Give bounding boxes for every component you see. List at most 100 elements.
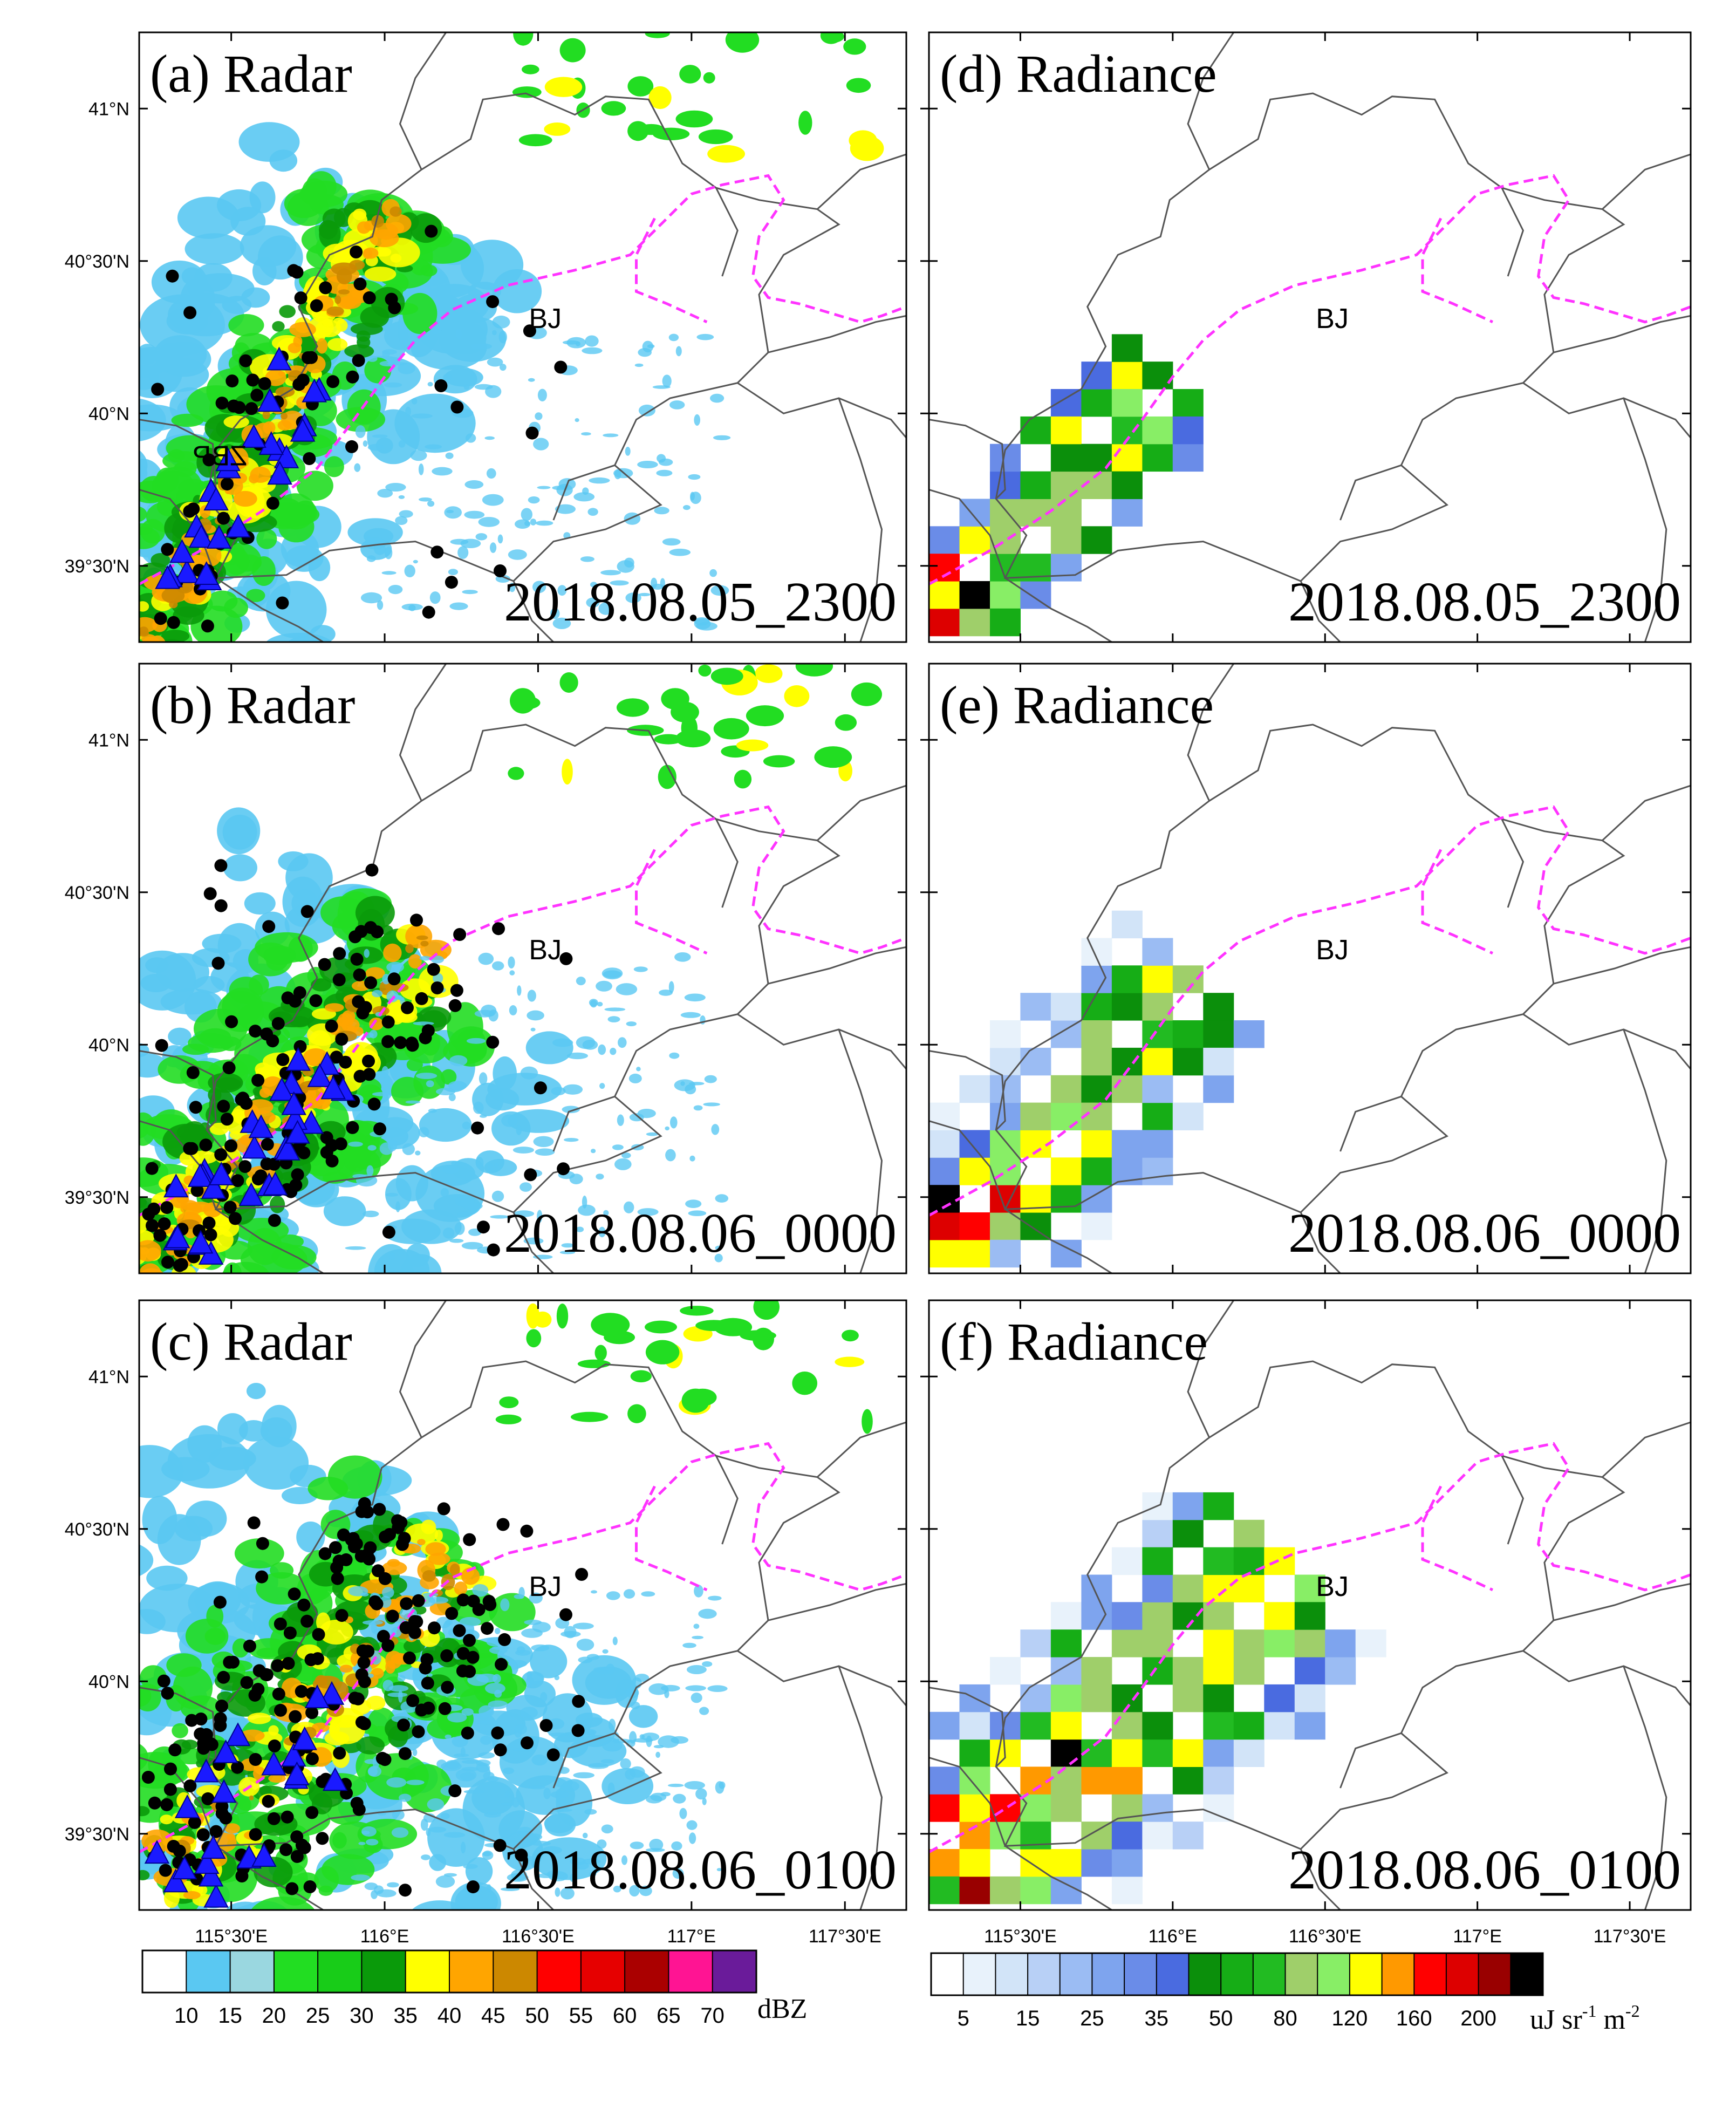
radiance-cell [1233, 1574, 1265, 1602]
echo-cell [363, 248, 373, 260]
lat-tick-label: 41°N [88, 99, 129, 119]
flash-triangle [266, 346, 292, 371]
echo-cell [544, 77, 583, 97]
radar-unit: dBZ [757, 1994, 807, 2024]
lightning-dot [410, 913, 423, 927]
radiance-cell [1264, 1711, 1295, 1740]
echo-cell [139, 1247, 141, 1256]
lightning-dot [534, 1081, 547, 1095]
echo-cell [798, 111, 812, 135]
echo-speckle [520, 1182, 532, 1192]
echo-speckle [484, 436, 495, 440]
lightning-dot [288, 1587, 301, 1601]
echo-cell [428, 1552, 450, 1565]
echo-cell [161, 652, 176, 664]
echo-cell [223, 854, 257, 882]
province-boundary [215, 1209, 324, 1273]
echo-speckle [389, 1252, 395, 1260]
radiance-cell [1050, 554, 1082, 582]
flash-triangle [238, 1182, 264, 1206]
echo-speckle [648, 1683, 669, 1695]
lightning-dot [151, 383, 165, 396]
lightning-dot [346, 370, 359, 384]
lightning-dot [394, 1516, 408, 1529]
panel-title: (c) Radar [150, 1312, 352, 1372]
colorbar-label: 45 [481, 2004, 505, 2028]
lightning-dot [283, 1626, 297, 1640]
echo-speckle [699, 1707, 709, 1715]
province-boundary [512, 1848, 554, 1910]
radiance-cell [929, 581, 960, 609]
time-stamp: 2018.08.06_0100 [1288, 1839, 1681, 1901]
echo-speckle [377, 600, 384, 610]
lightning-dot [175, 1258, 188, 1271]
colorbar-label: 20 [262, 2004, 286, 2028]
echo-speckle [372, 434, 388, 438]
echo-speckle [535, 412, 543, 420]
radiance-cell [959, 1794, 990, 1822]
colorbar-label: 15 [1016, 2007, 1040, 2030]
echo-cell [357, 221, 371, 234]
echo-cell [449, 1563, 460, 1577]
lightning-dot [281, 991, 295, 1005]
lightning-dot [403, 1651, 416, 1664]
echo-speckle [391, 1827, 409, 1838]
radiance-cell [1142, 993, 1173, 1021]
lightning-dot [463, 1665, 476, 1678]
echo-speckle [419, 497, 432, 502]
lightning-dot [154, 612, 167, 625]
echo-speckle [582, 1832, 588, 1839]
colorbar-swatch [1188, 1953, 1222, 1996]
lightning-dot [309, 994, 323, 1007]
province-boundary [512, 1212, 554, 1273]
echo-speckle [367, 444, 384, 451]
echo-cell [116, 1708, 138, 1738]
lightning-dot [421, 1676, 434, 1690]
lightning-dot [575, 1568, 589, 1581]
echo-speckle [464, 480, 484, 489]
radiance-cell [1050, 526, 1082, 554]
echo-cell [86, 987, 104, 1007]
echo-cell [235, 333, 272, 358]
province-boundary [1501, 187, 1525, 277]
echo-cell [710, 667, 743, 685]
lon-tick-label: 117°E [1453, 1926, 1501, 1947]
radiance-cell [1081, 1185, 1112, 1213]
echo-cell [630, 1370, 652, 1383]
echo-speckle [399, 1793, 412, 1802]
lightning-dot [350, 952, 364, 966]
lightning-dot [362, 1054, 375, 1068]
colorbar-label: 200 [1460, 2007, 1496, 2030]
radiance-cell [1081, 1822, 1112, 1850]
echo-cell [513, 32, 534, 46]
lightning-dot [251, 1074, 265, 1087]
echo-cell [70, 1732, 105, 1760]
echo-speckle [387, 361, 407, 366]
lightning-dot [276, 1053, 290, 1066]
echo-cell [425, 1542, 446, 1556]
echo-speckle [516, 1125, 522, 1136]
echo-speckle [494, 1163, 499, 1168]
radiance-cell [1050, 1157, 1082, 1185]
echo-speckle [675, 346, 682, 357]
echo-cell [530, 1645, 568, 1679]
echo-speckle [475, 1157, 484, 1169]
echo-cell [139, 1197, 147, 1209]
lightning-dot [450, 984, 463, 997]
radiance-cell [929, 608, 960, 637]
radiance-cell [1050, 1657, 1082, 1685]
echo-speckle [528, 378, 535, 382]
radiance-cell [1081, 1047, 1112, 1076]
lightning-dot [243, 1639, 256, 1653]
colorbar-swatch [1091, 1953, 1125, 1996]
echo-cell [31, 1644, 52, 1663]
echo-cell [181, 1739, 198, 1750]
radiance-cell [929, 1212, 960, 1240]
echo-speckle [516, 1646, 525, 1654]
flash-triangles [162, 1047, 356, 1265]
radiance-cell [1050, 1185, 1082, 1213]
echo-speckle [698, 1608, 717, 1619]
echo-speckle [597, 1001, 603, 1007]
lightning-dot [249, 1753, 262, 1766]
lightning-dot [330, 1561, 344, 1574]
